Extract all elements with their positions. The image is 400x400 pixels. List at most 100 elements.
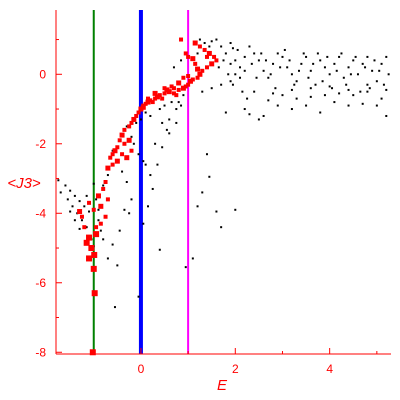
black-data-point: [267, 99, 270, 102]
red-data-point: [114, 158, 120, 164]
red-data-point: [110, 162, 115, 167]
black-data-point: [137, 153, 140, 156]
black-data-point: [312, 62, 315, 65]
black-data-point: [319, 59, 322, 62]
red-data-point: [120, 152, 125, 157]
black-data-point: [272, 62, 275, 65]
red-data-point: [87, 200, 92, 205]
black-data-point: [142, 160, 145, 163]
black-data-point: [364, 66, 367, 69]
red-data-point: [103, 180, 108, 184]
red-data-point: [197, 71, 203, 77]
black-data-point: [382, 83, 385, 86]
black-data-point: [59, 191, 62, 194]
black-data-point: [158, 108, 161, 111]
y-tick-label: -2: [35, 137, 46, 151]
black-data-point: [262, 114, 265, 117]
y-tick-label: 0: [39, 67, 46, 81]
axes-layer: 0 -2 -4 -6 -8 0 2 4: [35, 10, 391, 376]
red-data-point: [179, 37, 184, 42]
black-data-point: [243, 69, 246, 72]
black-data-point: [328, 85, 331, 88]
black-data-point: [69, 210, 72, 213]
black-data-point: [248, 113, 251, 116]
black-data-point: [366, 55, 369, 58]
black-data-point: [149, 114, 152, 117]
red-data-point: [126, 137, 132, 143]
black-data-point: [210, 87, 213, 90]
black-data-point: [352, 59, 355, 62]
red-data-point: [186, 82, 191, 87]
black-data-point: [281, 55, 284, 58]
red-data-point: [93, 231, 100, 238]
black-data-point: [309, 95, 312, 98]
x-axis-title: E: [217, 377, 228, 394]
black-data-point: [243, 108, 246, 111]
black-data-point: [241, 90, 244, 93]
red-data-point: [127, 124, 132, 129]
red-data-point: [98, 221, 103, 226]
black-data-point: [130, 198, 133, 201]
black-data-point: [239, 76, 242, 79]
black-data-point: [234, 73, 237, 76]
red-data-point: [214, 58, 219, 63]
black-data-point: [290, 73, 293, 76]
black-data-point: [177, 101, 180, 104]
red-data-point: [124, 155, 130, 161]
black-data-point: [347, 88, 350, 91]
red-data-point: [131, 116, 137, 122]
black-data-point: [201, 191, 204, 194]
red-data-point: [122, 141, 127, 146]
red-data-point: [77, 209, 83, 215]
black-data-point: [57, 179, 60, 182]
red-data-point: [190, 56, 196, 62]
red-data-point: [105, 165, 111, 171]
black-data-point: [229, 80, 232, 83]
red-data-point: [112, 148, 118, 154]
black-data-point: [66, 198, 69, 201]
red-data-point: [108, 155, 113, 160]
black-data-point: [156, 163, 159, 166]
black-data-point: [71, 205, 74, 208]
black-data-point: [253, 90, 256, 93]
red-data-point: [186, 54, 191, 59]
black-data-point: [260, 52, 263, 55]
black-data-point: [349, 73, 352, 76]
black-data-point: [78, 227, 81, 230]
black-data-point: [352, 94, 355, 97]
black-data-point: [220, 45, 223, 48]
black-data-point: [356, 73, 359, 76]
black-data-point: [340, 52, 343, 55]
red-data-point: [187, 78, 193, 84]
black-data-point: [85, 226, 88, 229]
black-data-point: [210, 40, 213, 43]
black-data-point: [144, 163, 147, 166]
black-data-point: [201, 90, 204, 93]
black-data-point: [125, 181, 128, 183]
black-data-point: [123, 208, 126, 211]
black-data-point: [116, 264, 119, 267]
black-data-point: [378, 69, 381, 72]
black-data-point: [196, 205, 199, 208]
black-data-point: [102, 238, 105, 241]
black-data-point: [274, 87, 277, 90]
black-data-point: [257, 59, 260, 62]
red-data-point: [129, 120, 134, 125]
black-data-point: [231, 83, 234, 86]
black-data-point: [323, 66, 326, 69]
red-data-point: [110, 152, 115, 157]
black-data-point: [255, 76, 258, 79]
black-data-point: [168, 118, 171, 121]
red-data-point: [145, 99, 151, 105]
red-data-point: [183, 84, 188, 89]
black-data-point: [338, 92, 341, 95]
black-data-point: [172, 66, 175, 69]
black-data-point: [328, 73, 331, 76]
red-data-point: [134, 113, 139, 118]
black-data-point: [222, 59, 225, 62]
red-data-point: [103, 214, 108, 219]
black-data-point: [281, 94, 284, 97]
black-data-point: [279, 66, 282, 69]
red-data-point: [94, 225, 99, 230]
black-data-point: [85, 194, 88, 197]
